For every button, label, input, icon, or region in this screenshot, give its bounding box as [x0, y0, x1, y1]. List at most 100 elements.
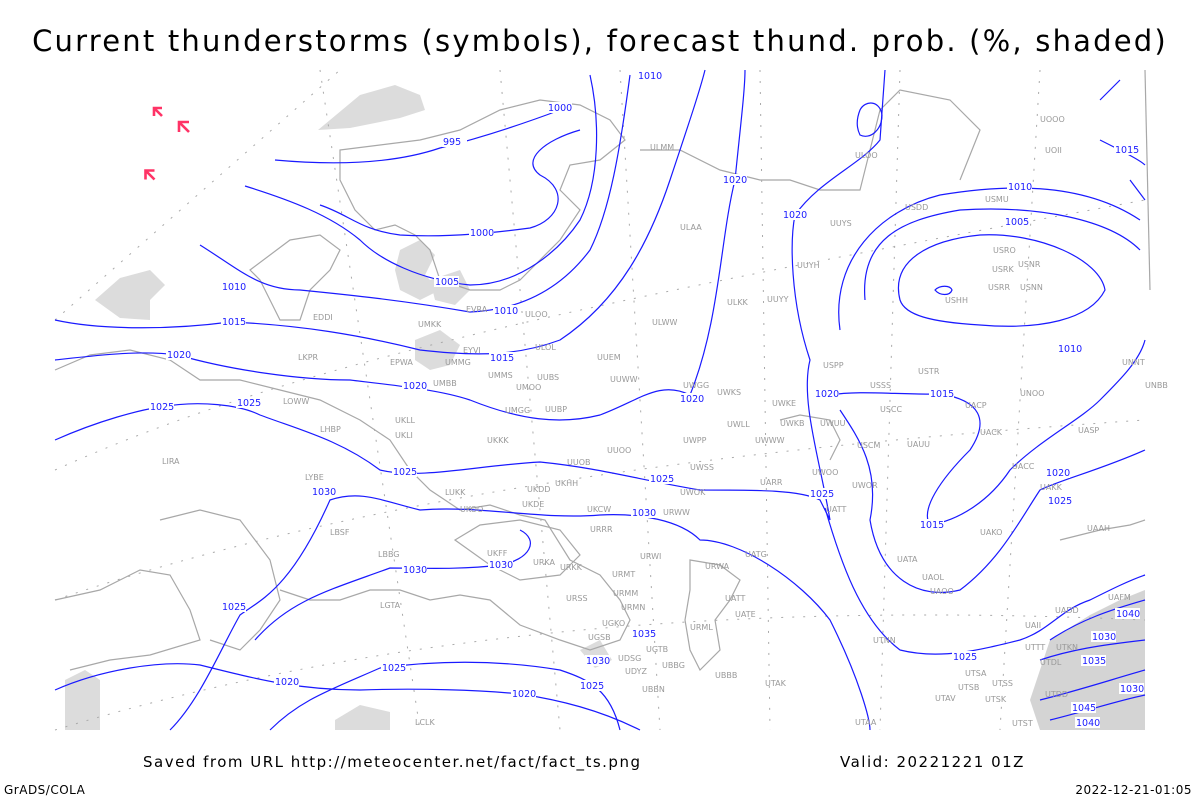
isobar-label-bg [809, 488, 834, 499]
isobar-label: 1040 [1076, 718, 1100, 729]
isobar-label-bg [149, 401, 174, 412]
isobar-label: 1015 [1115, 145, 1139, 156]
isobar-label-bg [1004, 216, 1029, 227]
isobar-label: 1035 [632, 629, 656, 640]
isobar-label-bg [1047, 495, 1072, 506]
station-label: URML [690, 623, 713, 632]
thunderstorm-arrow-icon [152, 106, 163, 117]
isobar-label: 1025 [393, 467, 417, 478]
station-label: LCLK [415, 718, 436, 727]
isobar-label-bg [631, 628, 656, 639]
station-label: LKPR [298, 353, 319, 362]
isobar-label: 1035 [1082, 656, 1106, 667]
station-label: UMOO [516, 383, 541, 392]
isobar-label: 1030 [1092, 632, 1116, 643]
isobar-label-bg [1075, 717, 1100, 728]
isobar-label-bg [402, 380, 427, 391]
isobar-label-bg [166, 349, 191, 360]
station-label: URKA [533, 558, 556, 567]
isobar-label-bg [311, 486, 336, 497]
station-label: EPWA [390, 358, 413, 367]
isobar-label: 1025 [650, 474, 674, 485]
station-label: UOII [1045, 146, 1062, 155]
isobar-label-bg [489, 352, 514, 363]
station-label: UATE [735, 610, 756, 619]
isobar-label-bg [511, 688, 536, 699]
isobar-label: 1000 [548, 103, 572, 114]
isobar-label: 1020 [783, 210, 807, 221]
isobar-label: 1040 [1116, 609, 1140, 620]
isobar-label-bg [631, 507, 656, 518]
isobar-label: 1025 [150, 402, 174, 413]
station-label: ULWW [652, 318, 677, 327]
isobar-label: 1000 [470, 228, 494, 239]
isobar-label: 1015 [920, 520, 944, 531]
station-label: UTAK [765, 679, 787, 688]
station-label: USMU [985, 195, 1009, 204]
station-label: UBBG [662, 661, 685, 670]
station-label: UAII [1025, 621, 1041, 630]
station-label: URSS [566, 594, 588, 603]
isobar-label-bg [442, 136, 467, 147]
isobar-label-bg [637, 70, 662, 81]
thunderstorm-symbols [144, 106, 190, 181]
station-label: UTSA [965, 669, 987, 678]
station-label: UUBS [537, 373, 559, 382]
isobar-label: 1015 [222, 317, 246, 328]
station-label: USDD [905, 203, 928, 212]
station-label: UAFM [1108, 593, 1131, 602]
station-label: UGTB [646, 645, 668, 654]
station-label: ULOL [535, 343, 556, 352]
station-label: UTKN [1056, 643, 1078, 652]
isobar-labels: 1010 1000 995 1020 1020 1010 1005 1015 1000 1005 1… [149, 70, 1144, 729]
station-label: UNNT [1122, 358, 1145, 367]
station-label: UTSK [985, 695, 1007, 704]
station-label: UWOR [852, 481, 878, 490]
station-label: UUBP [545, 405, 567, 414]
station-label: USRO [993, 246, 1016, 255]
station-label: USRR [988, 283, 1010, 292]
station-label: UUOO [607, 446, 631, 455]
isobar-label-bg [1115, 608, 1140, 619]
isobar-label: 1005 [1005, 217, 1029, 228]
station-label: UACK [980, 428, 1003, 437]
station-label: UUOB [567, 458, 591, 467]
station-label: UNBB [1145, 381, 1168, 390]
station-label: URMT [612, 570, 635, 579]
station-label: UBBN [642, 685, 665, 694]
isobar-label: 995 [443, 137, 461, 148]
station-label: UTDL [1040, 658, 1062, 667]
isobar-label: 1025 [382, 663, 406, 674]
station-labels: EDDI UMKK EVRA ULOO ULOL EYVI UUEM ULWW LKPR EPWA… [162, 115, 1168, 728]
station-label: LBSF [330, 528, 350, 537]
isobar-label: 1025 [580, 681, 604, 692]
station-label: UWKS [717, 388, 741, 397]
isobar-label: 1005 [435, 277, 459, 288]
isobar-label: 1010 [1008, 182, 1032, 193]
isobar-label: 1015 [490, 353, 514, 364]
isobar-label: 1025 [810, 489, 834, 500]
shaded-area [395, 240, 440, 300]
station-label: EVRA [466, 305, 488, 314]
isobar-label: 1020 [680, 394, 704, 405]
isobar-label: 1030 [632, 508, 656, 519]
source-url-text: Saved from URL http://meteocenter.net/fa… [143, 753, 642, 771]
shaded-area [335, 705, 390, 730]
station-label: ULOO [855, 151, 878, 160]
station-label: UUYH [797, 261, 820, 270]
station-label: UAOL [922, 573, 944, 582]
station-label: UUWW [610, 375, 638, 384]
station-label: ULOO [525, 310, 548, 319]
isobar-label-bg [392, 466, 417, 477]
station-label: UWOO [812, 468, 838, 477]
station-label: UWSS [690, 463, 714, 472]
coastlines [54, 69, 1151, 672]
station-label: UACC [1012, 462, 1035, 471]
isobar-label: 1030 [586, 656, 610, 667]
station-label: UTST [1012, 719, 1033, 728]
station-label: UWGG [683, 381, 709, 390]
isobar-label-bg [585, 655, 610, 666]
isobar-label-bg [929, 388, 954, 399]
shaded-area [415, 330, 460, 370]
isobar-label-bg [221, 281, 246, 292]
